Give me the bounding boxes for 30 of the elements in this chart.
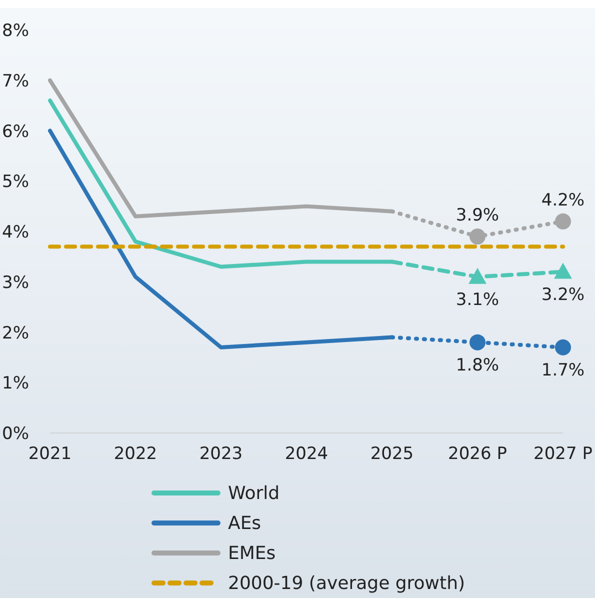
- data-label: 1.8%: [456, 355, 500, 376]
- point: [470, 334, 486, 350]
- y-tick-label: 0%: [2, 424, 29, 444]
- y-tick-label: 8%: [2, 21, 29, 42]
- data-label: 4.2%: [541, 190, 585, 210]
- point: [555, 213, 571, 230]
- legend-label: EMEs: [228, 542, 276, 564]
- x-tick-label: 2027 P: [534, 444, 592, 464]
- point: [470, 228, 486, 245]
- point: [555, 339, 571, 356]
- data-label: 1.7%: [541, 360, 585, 380]
- data-label: 3.9%: [456, 206, 500, 226]
- y-tick-label: 2%: [2, 323, 29, 344]
- y-tick-label: 6%: [2, 122, 29, 142]
- data-label: 3.1%: [456, 290, 500, 310]
- x-tick-label: 2026 P: [448, 444, 507, 464]
- y-tick-label: 4%: [2, 222, 29, 243]
- y-tick-label: 1%: [2, 374, 29, 394]
- legend-label: World: [228, 482, 280, 504]
- x-tick-label: 2021: [28, 444, 72, 464]
- y-tick-label: 3%: [2, 272, 29, 293]
- x-tick-label: 2022: [114, 444, 158, 464]
- data-label: 3.2%: [541, 284, 585, 305]
- x-tick-label: 2024: [284, 444, 328, 464]
- y-tick-label: 7%: [2, 71, 29, 92]
- x-tick-label: 2025: [370, 444, 414, 464]
- x-tick-label: 2023: [199, 444, 243, 464]
- legend-label: AEs: [228, 512, 262, 534]
- legend-label: 2000-19 (average growth): [228, 572, 466, 594]
- y-tick-label: 5%: [2, 172, 29, 192]
